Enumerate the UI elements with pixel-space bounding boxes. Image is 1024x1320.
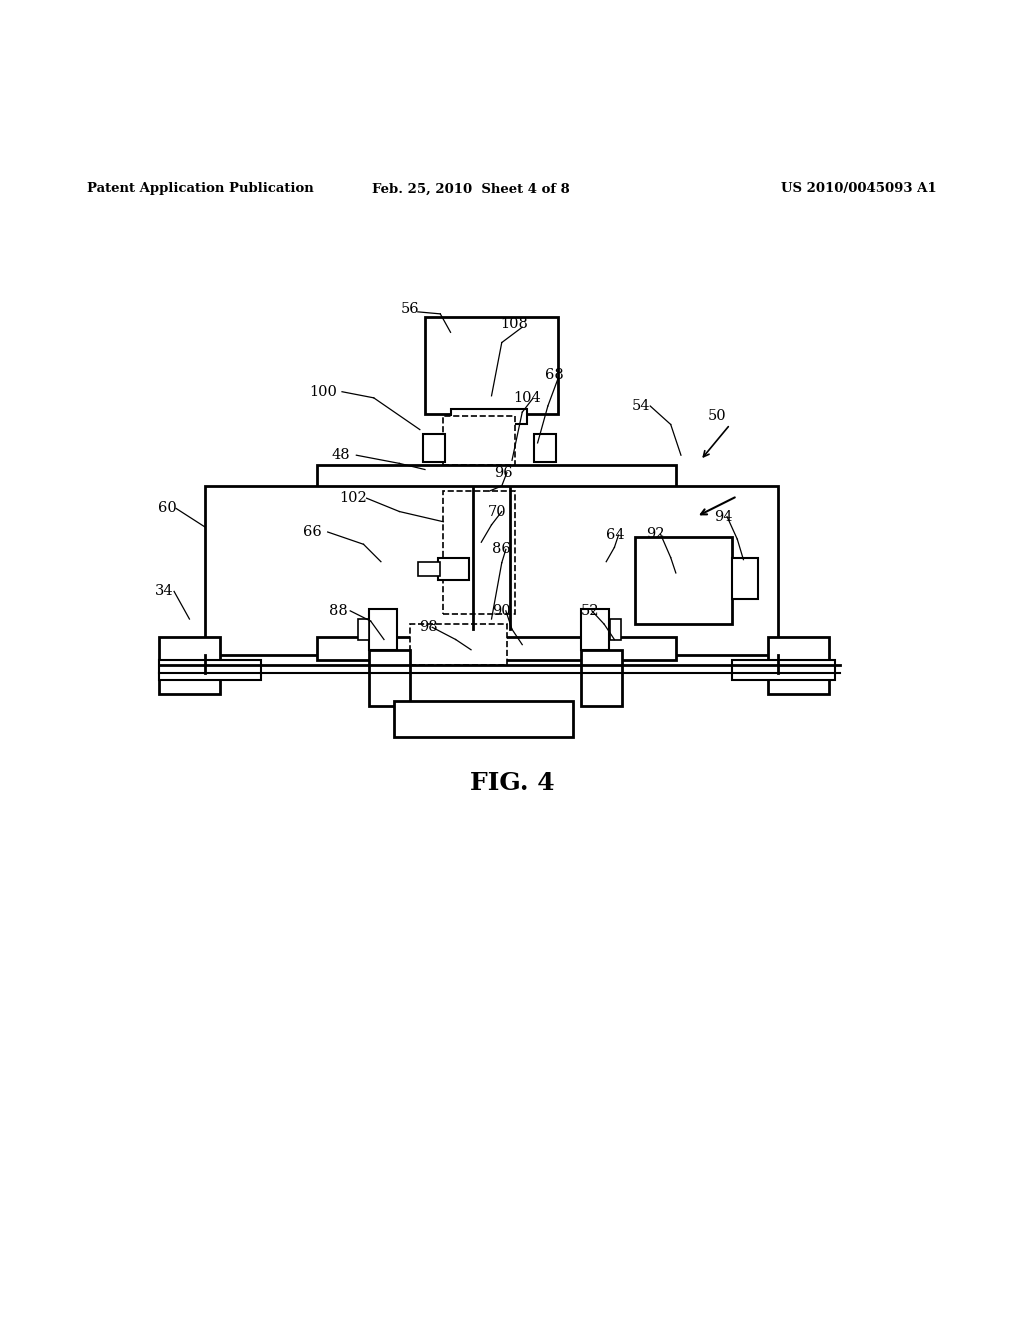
Text: 92: 92 [646,527,665,541]
Text: Patent Application Publication: Patent Application Publication [87,182,313,195]
Text: 56: 56 [400,302,419,315]
Text: 98: 98 [419,620,437,634]
Bar [159,638,220,694]
Bar [768,638,829,694]
Bar [732,660,835,681]
Bar [438,557,469,579]
Bar [451,409,527,425]
Text: 70: 70 [487,504,506,519]
Text: 108: 108 [500,317,528,331]
Text: 64: 64 [606,528,625,543]
Bar [534,434,556,462]
Bar [581,649,622,706]
Text: 34: 34 [155,585,173,598]
Text: FIG. 4: FIG. 4 [470,771,554,795]
Text: 52: 52 [581,603,599,618]
Bar [317,638,676,660]
Text: 100: 100 [309,384,338,399]
Bar [418,562,440,576]
Bar [610,619,621,639]
Text: 94: 94 [714,510,732,524]
Text: 90: 90 [493,603,511,618]
Text: 102: 102 [339,491,368,506]
Text: 48: 48 [332,449,350,462]
Bar [732,557,758,598]
Text: 96: 96 [495,466,513,479]
Text: 50: 50 [708,409,726,424]
Bar [443,491,515,614]
Bar [410,624,507,665]
Bar [443,416,515,466]
Bar [369,649,410,706]
Bar [358,619,369,639]
Bar [425,317,558,414]
Text: 60: 60 [158,502,176,515]
Text: 68: 68 [545,368,563,383]
Text: 88: 88 [329,603,347,618]
Text: 66: 66 [303,525,322,539]
Text: Feb. 25, 2010  Sheet 4 of 8: Feb. 25, 2010 Sheet 4 of 8 [372,182,570,195]
Bar [205,486,778,655]
Bar [159,660,261,681]
Bar [394,701,573,737]
Text: 104: 104 [513,391,542,405]
Text: US 2010/0045093 A1: US 2010/0045093 A1 [781,182,937,195]
Bar [581,609,609,649]
Bar [369,609,397,649]
Bar [317,466,676,488]
Text: 54: 54 [632,399,650,413]
Bar [423,434,445,462]
Bar [635,537,732,624]
Text: 86: 86 [493,543,511,557]
